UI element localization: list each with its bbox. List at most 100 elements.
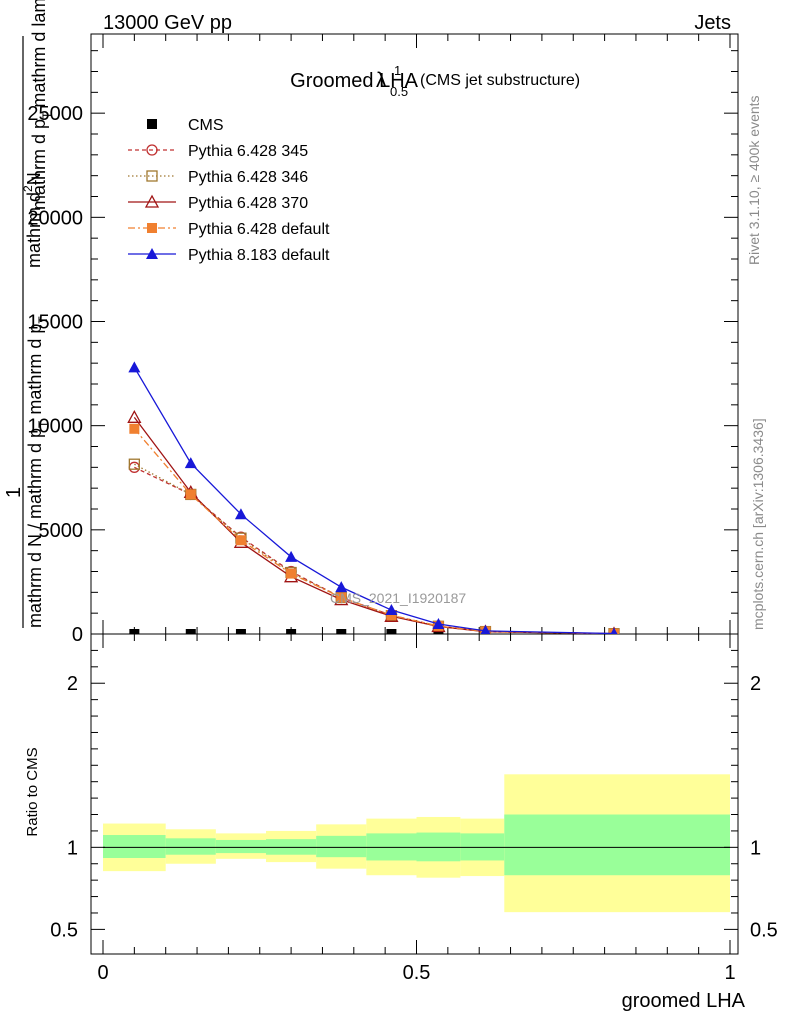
legend-marker xyxy=(146,170,158,182)
ylabel-c-text: mathrm d p xyxy=(29,119,49,210)
legend-label: Pythia 6.428 default xyxy=(188,221,330,238)
data-point xyxy=(129,629,140,634)
ylabel-a2-sub: T xyxy=(36,316,50,324)
ratio-band-stat-1 xyxy=(165,838,216,855)
series-1 xyxy=(128,461,620,634)
data-point xyxy=(185,629,196,634)
x-axis-label: groomed LHA xyxy=(622,990,746,1012)
ratio-y-tick-label-right: 2 xyxy=(750,673,761,695)
data-point xyxy=(185,489,196,500)
data-point xyxy=(386,629,397,634)
ylabel-c-sub: T xyxy=(40,111,54,119)
mcplots-label: mcplots.cern.ch [arXiv:1306.3436] xyxy=(750,418,766,630)
ylabel-b2: N xyxy=(24,172,44,185)
ratio-y-tick-label-left: 2 xyxy=(67,673,78,695)
ylabel-one: 1 xyxy=(3,487,25,498)
ratio-band-stat-8 xyxy=(504,814,730,876)
ylabel-c2: mathrm d lambda xyxy=(29,0,49,108)
title-sub: 0.5 xyxy=(390,84,408,99)
title-sup: 1 xyxy=(394,63,401,78)
data-point xyxy=(335,581,348,593)
main-ylabel: 1 mathrm d N / mathrm d pTmathrm d pT ma… xyxy=(3,0,54,628)
data-point xyxy=(432,618,445,629)
x-tick-label: 0.5 xyxy=(403,962,431,984)
data-point xyxy=(235,535,246,546)
ylabel-b-sup: 2 xyxy=(21,185,35,192)
legend-label: Pythia 6.428 346 xyxy=(188,169,308,186)
ylabel-a2: mathrm d p xyxy=(25,324,45,415)
ratio-y-tick-label-left: 0.5 xyxy=(50,919,78,941)
title-suffix: (CMS jet substructure) xyxy=(420,72,580,89)
ratio-bands xyxy=(103,774,730,913)
data-point xyxy=(610,627,618,634)
legend-label: Pythia 6.428 345 xyxy=(188,143,308,160)
ylabel-b-text: mathrm d xyxy=(24,192,44,268)
data-point xyxy=(480,624,491,634)
chart-title: Groomed LHA xyxy=(290,70,418,92)
main-y-tick-label: 5000 xyxy=(39,520,84,542)
data-point xyxy=(128,458,141,470)
axis-ticks: 0 0.5 1 0 5000 10000 15000 20000 25000 0.5 0.5 1 1 2 2 xyxy=(27,34,778,984)
legend-entry-5: Pythia 8.183 default xyxy=(128,247,330,264)
legend-marker xyxy=(146,248,158,259)
data-point xyxy=(127,409,142,423)
data-point xyxy=(285,550,298,562)
series-line-2 xyxy=(134,463,615,634)
legend: CMS Pythia 6.428 345 Pythia 6.428 346 Pythi… xyxy=(128,117,330,264)
ylabel-a: mathrm d N / mathrm d pTmathrm d pT xyxy=(25,316,50,628)
data-point xyxy=(286,629,297,634)
ratio-band-stat-0 xyxy=(103,835,166,858)
legend-marker xyxy=(147,119,157,129)
data-point xyxy=(336,592,347,603)
data-point xyxy=(234,508,247,520)
data-point xyxy=(336,629,347,634)
header-left: 13000 GeV pp xyxy=(103,12,232,34)
main-y-tick-label: 20000 xyxy=(27,207,83,229)
legend-marker xyxy=(146,144,158,156)
legend-label: Pythia 6.428 370 xyxy=(188,195,308,212)
series-4 xyxy=(129,423,620,634)
title-lambda: λ xyxy=(376,69,387,92)
chart-title-main: Groomed LHA xyxy=(290,70,418,92)
legend-entry-2: Pythia 6.428 346 xyxy=(128,169,308,186)
ratio-ylabel: Ratio to CMS xyxy=(24,747,41,836)
data-point xyxy=(235,629,246,634)
main-y-tick-label: 10000 xyxy=(27,416,83,438)
legend-entry-4: Pythia 6.428 default xyxy=(128,221,330,238)
ratio-y-tick-label-right: 0.5 xyxy=(750,919,778,941)
rivet-label: Rivet 3.1.10, ≥ 400k events xyxy=(746,95,762,265)
series-2 xyxy=(128,458,620,634)
legend-marker xyxy=(147,223,157,233)
ylabel-a-text: mathrm d N / mathrm d p xyxy=(25,428,45,628)
main-y-tick-label: 15000 xyxy=(27,312,83,334)
legend-entry-0: CMS xyxy=(147,117,224,134)
ylabel-a-sub: T xyxy=(36,420,50,428)
data-point xyxy=(128,361,141,373)
legend-label: CMS xyxy=(188,117,224,134)
data-point xyxy=(129,423,140,434)
data-point xyxy=(386,610,397,621)
x-tick-label: 0 xyxy=(97,962,108,984)
legend-entry-3: Pythia 6.428 370 xyxy=(128,194,308,212)
legend-label: Pythia 8.183 default xyxy=(188,247,330,264)
ylabel-b: mathrm d2N xyxy=(21,172,44,268)
ratio-panel-frame xyxy=(90,633,739,955)
series-layer xyxy=(127,361,620,634)
legend-marker xyxy=(144,194,160,208)
ylabel-c: mathrm d pTmathrm d lambda xyxy=(29,0,54,210)
data-point xyxy=(385,604,398,616)
main-y-tick-label: 0 xyxy=(72,624,83,646)
ratio-y-tick-label-left: 1 xyxy=(67,837,78,859)
x-tick-label: 1 xyxy=(724,962,735,984)
series-5 xyxy=(128,361,618,634)
analysis-watermark: CMS_2021_I1920187 xyxy=(330,590,466,606)
ratio-band-stat-4 xyxy=(316,835,367,858)
legend-entry-1: Pythia 6.428 345 xyxy=(128,143,308,160)
main-y-tick-label: 25000 xyxy=(27,103,83,125)
ratio-band-stat-2 xyxy=(215,839,267,854)
data-point xyxy=(286,568,297,579)
header-right: Jets xyxy=(694,12,731,34)
data-point xyxy=(184,457,197,469)
ratio-y-tick-label-right: 1 xyxy=(750,837,761,859)
